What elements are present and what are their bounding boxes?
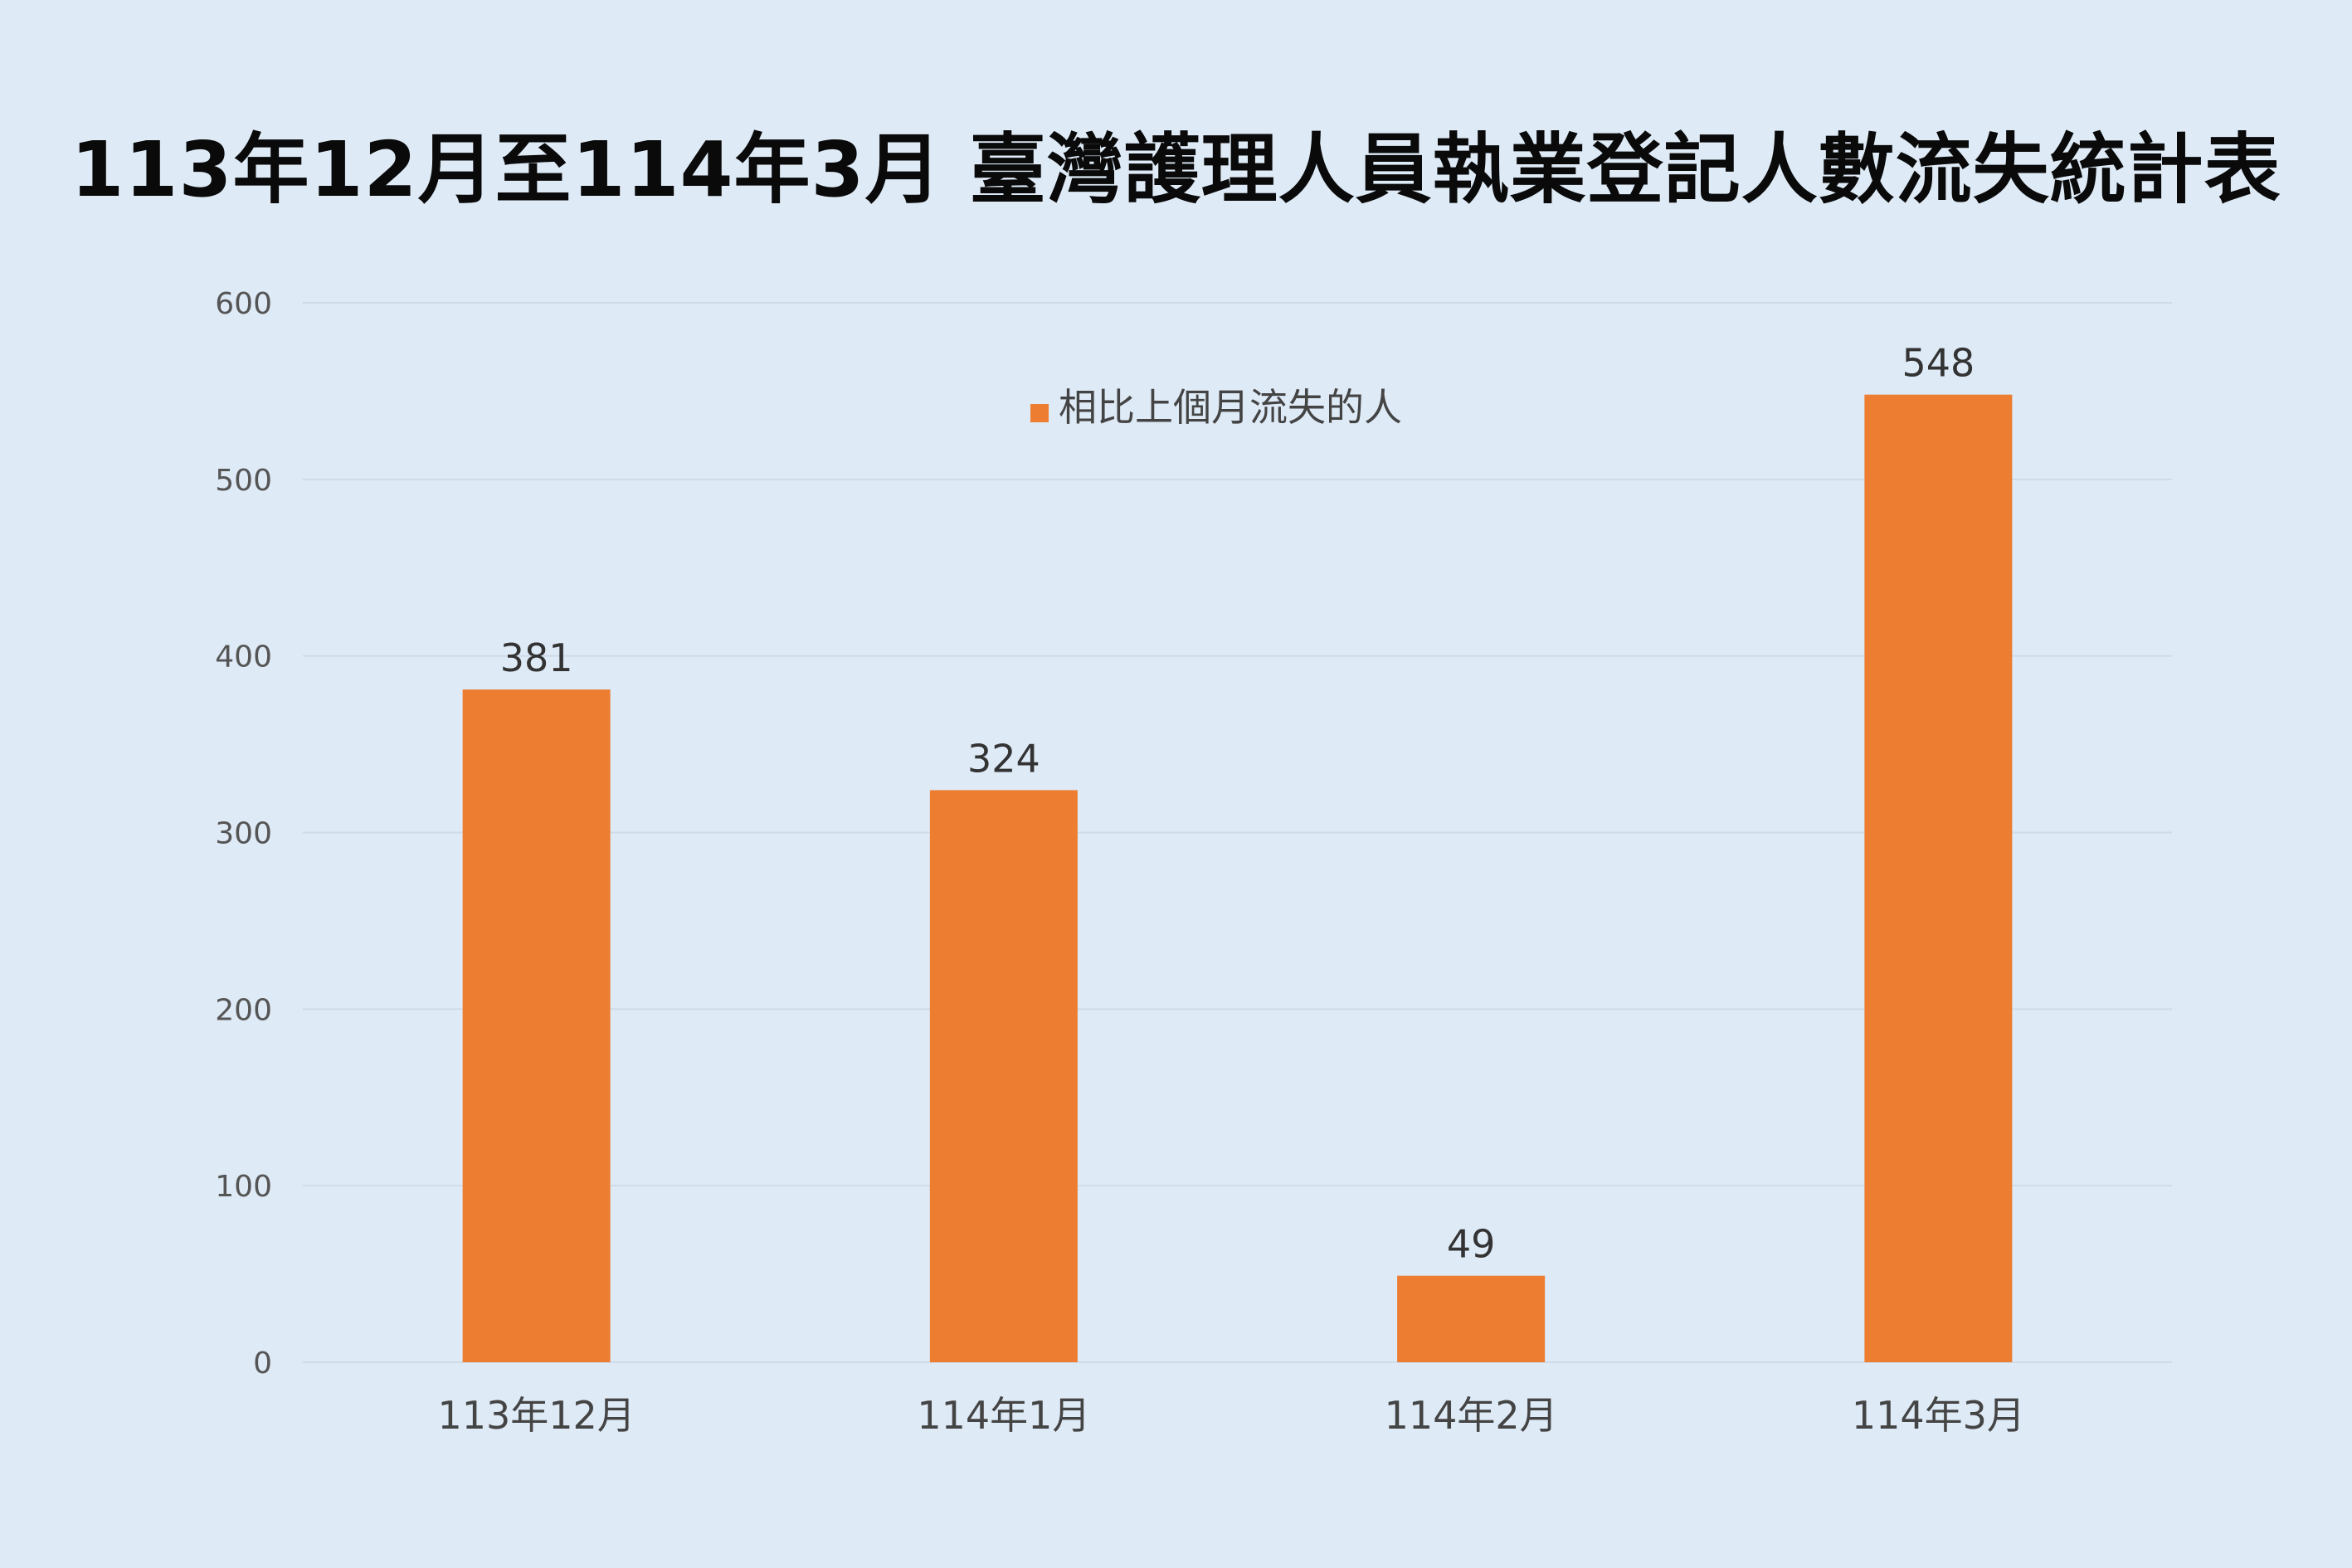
legend-swatch [1030, 404, 1049, 422]
y-tick-label-100: 100 [215, 1170, 272, 1204]
data-label-2: 324 [967, 736, 1040, 781]
category-label-2: 114年1月 [917, 1393, 1090, 1438]
y-tick-label-300: 300 [215, 817, 272, 851]
legend-label: 相比上個月流失的人 [1059, 385, 1402, 430]
y-tick-label-0: 0 [253, 1346, 272, 1381]
data-labels: 381 324 49 548 [500, 341, 1975, 1267]
y-tick-label-400: 400 [215, 640, 272, 674]
gridlines [303, 302, 2172, 1363]
data-label-4: 548 [1902, 341, 1975, 386]
bar-4 [1864, 394, 2013, 1362]
x-axis-categories: 113年12月 114年1月 114年2月 114年3月 [437, 1393, 2024, 1438]
y-tick-label-200: 200 [215, 993, 272, 1027]
bars [462, 394, 2013, 1362]
y-tick-label-500: 500 [215, 464, 272, 498]
data-label-1: 381 [500, 635, 573, 680]
bar-1 [462, 689, 611, 1362]
legend: 相比上個月流失的人 [1030, 385, 1402, 430]
category-label-3: 114年2月 [1385, 1393, 1558, 1438]
category-label-1: 113年12月 [437, 1393, 635, 1438]
data-label-3: 49 [1447, 1222, 1496, 1267]
bar-2 [929, 790, 1078, 1362]
y-axis-ticks: 0 100 200 300 400 500 600 [215, 287, 272, 1381]
y-tick-label-600: 600 [215, 287, 272, 321]
bar-3 [1397, 1275, 1546, 1362]
chart-title: 113年12月至114年3月 臺灣護理人員執業登記人數流失統計表 [71, 125, 2281, 214]
category-label-4: 114年3月 [1852, 1393, 2025, 1438]
